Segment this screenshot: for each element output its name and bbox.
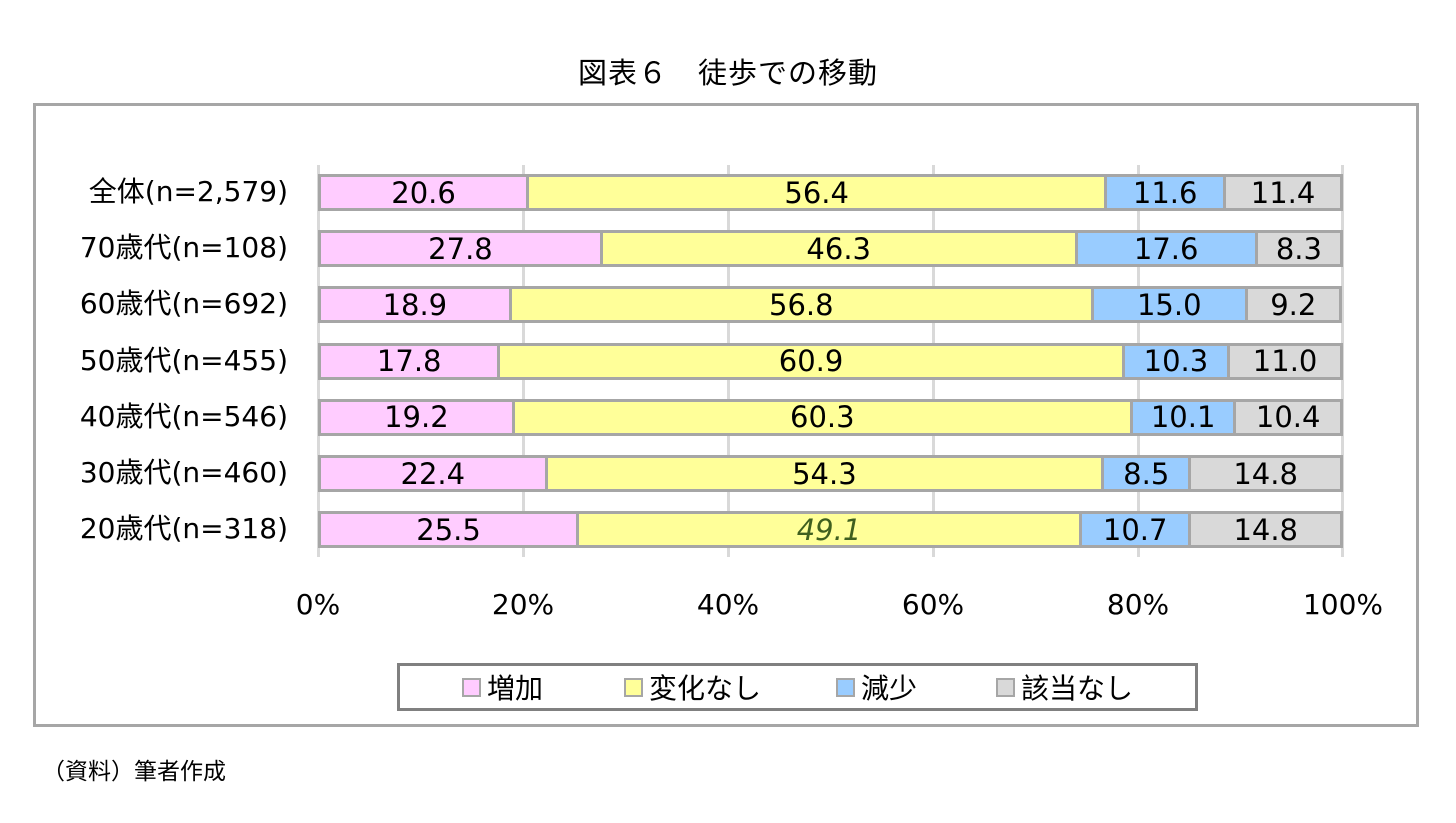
legend-label: 該当なし (1021, 672, 1134, 705)
bar-segment-no-change: 60.3 (514, 398, 1133, 436)
bar-segment-no-change: 46.3 (602, 230, 1078, 268)
bar-row: 22.4 54.3 8.5 14.8 (318, 455, 1343, 492)
bar-segment-not-applicable: 10.4 (1236, 398, 1343, 436)
bar-segment-not-applicable: 11.4 (1226, 174, 1343, 211)
legend-item-decrease: 減少 (836, 666, 917, 708)
bar-segment-not-applicable: 14.8 (1191, 511, 1343, 549)
category-label: 40歳代(n=546) (79, 399, 288, 433)
x-tick: 0% (295, 588, 341, 621)
category-label: 30歳代(n=460) (79, 456, 288, 489)
bar-row: 19.2 60.3 10.1 10.4 (318, 398, 1343, 436)
bar-segment-no-change: 60.9 (500, 342, 1125, 380)
bar-row: 17.8 60.9 10.3 11.0 (318, 342, 1343, 380)
legend-item-no-change: 変化なし (624, 666, 761, 708)
bar-segment-no-change: 56.4 (529, 174, 1108, 211)
bar-segment-increase: 27.8 (318, 230, 603, 268)
bar-segment-increase: 19.2 (318, 398, 515, 436)
chart-title: 図表６ 徒歩での移動 (577, 56, 878, 90)
legend-swatch-icon (836, 677, 855, 697)
bar-segment-decrease: 8.5 (1104, 455, 1192, 492)
bar-segment-no-change: 56.8 (511, 286, 1094, 324)
legend-swatch-icon (624, 677, 643, 697)
bar-segment-increase: 20.6 (318, 174, 530, 211)
bar-segment-decrease: 10.3 (1124, 342, 1231, 380)
x-tick: 20% (491, 588, 555, 621)
bar-segment-no-change: 49.1 (579, 511, 1082, 549)
bar-segment-decrease: 10.7 (1081, 511, 1192, 549)
bar-segment-not-applicable: 14.8 (1191, 455, 1343, 492)
legend-label: 増加 (487, 672, 544, 705)
plot-area: 20.6 56.4 11.6 11.4 27.8 46.3 17.6 8.3 18.9 56.8 1… (317, 165, 1344, 557)
bar-segment-not-applicable: 11.0 (1230, 342, 1343, 380)
bar-segment-decrease: 11.6 (1107, 174, 1227, 211)
category-label: 全体(n=2,579) (88, 175, 288, 208)
bar-segment-no-change: 54.3 (547, 455, 1105, 492)
bar-segment-decrease: 15.0 (1093, 286, 1248, 324)
bar-segment-decrease: 10.1 (1132, 398, 1237, 436)
legend-swatch-icon (996, 677, 1015, 697)
bar-segment-increase: 22.4 (318, 455, 548, 492)
bar-segment-increase: 17.8 (318, 342, 501, 380)
bar-segment-not-applicable: 9.2 (1247, 286, 1342, 324)
category-label: 50歳代(n=455) (79, 343, 288, 377)
bar-segment-increase: 25.5 (318, 511, 580, 549)
bar-segment-not-applicable: 8.3 (1257, 230, 1343, 268)
source-footnote: （資料）筆者作成 (42, 759, 226, 785)
bar-segment-increase: 18.9 (318, 286, 512, 324)
category-label: 20歳代(n=318) (79, 512, 288, 546)
legend-label: 変化なし (649, 672, 762, 705)
bar-row: 27.8 46.3 17.6 8.3 (318, 230, 1343, 268)
bar-row: 20.6 56.4 11.6 11.4 (318, 174, 1343, 211)
bar-row: 25.5 49.1 10.7 14.8 (318, 511, 1343, 549)
category-label: 70歳代(n=108) (79, 231, 288, 265)
legend-item-not-applicable: 該当なし (996, 666, 1133, 708)
bar-segment-decrease: 17.6 (1077, 230, 1258, 268)
legend-label: 減少 (861, 672, 918, 705)
x-tick: 80% (1106, 588, 1170, 621)
x-tick: 60% (901, 588, 965, 621)
bar-row: 18.9 56.8 15.0 9.2 (318, 286, 1343, 324)
category-label: 60歳代(n=692) (79, 287, 288, 321)
x-tick: 100% (1302, 588, 1384, 621)
legend-item-increase: 増加 (462, 666, 543, 708)
legend: 増加 変化なし 減少 該当なし (397, 663, 1198, 711)
x-tick: 40% (696, 588, 760, 621)
legend-swatch-icon (462, 677, 481, 697)
